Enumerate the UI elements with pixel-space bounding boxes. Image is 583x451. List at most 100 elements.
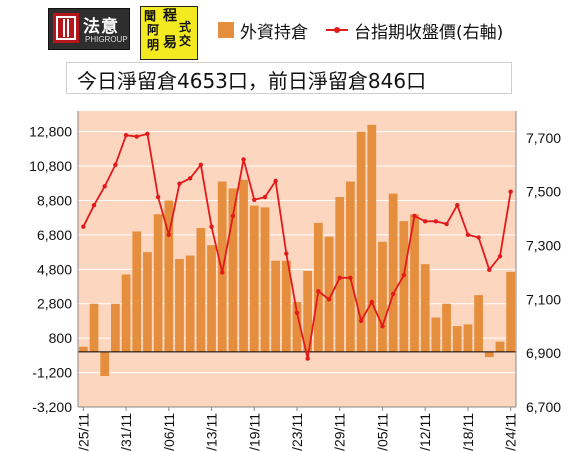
x-tick-label: 10/05/11 bbox=[374, 413, 390, 451]
price-point bbox=[422, 219, 428, 224]
bar bbox=[260, 207, 270, 352]
bar bbox=[410, 214, 419, 352]
y-right-tick-label: 6,700 bbox=[526, 399, 561, 415]
bar bbox=[271, 260, 281, 352]
bar bbox=[249, 205, 259, 352]
bar bbox=[239, 179, 248, 352]
y-right-tick-label: 7,100 bbox=[526, 291, 561, 307]
bar bbox=[484, 351, 494, 358]
price-point bbox=[123, 133, 129, 138]
y-left-tick-label: 800 bbox=[49, 330, 73, 346]
price-point bbox=[155, 194, 161, 200]
legend-bar-label: 外資持倉 bbox=[240, 23, 308, 43]
price-point bbox=[102, 184, 107, 189]
subtitle-box: 今日淨留倉4653口，前日淨留倉846口 bbox=[66, 62, 512, 94]
price-point bbox=[241, 157, 246, 162]
x-tick-label: 09/06/11 bbox=[161, 413, 177, 451]
price-point bbox=[252, 197, 257, 202]
bar bbox=[474, 295, 483, 352]
price-point bbox=[380, 324, 385, 329]
price-point bbox=[294, 310, 300, 316]
y-right-tick-label: 7,300 bbox=[526, 238, 561, 254]
price-point bbox=[433, 219, 439, 224]
bar bbox=[143, 252, 152, 352]
bar bbox=[303, 271, 313, 352]
chart-legend: 外資持倉 台指期收盤價(右軸) bbox=[218, 18, 578, 44]
bar bbox=[292, 302, 302, 352]
bar bbox=[324, 236, 334, 352]
price-point bbox=[497, 254, 503, 259]
bar bbox=[100, 351, 110, 377]
bar bbox=[185, 255, 195, 352]
logo2-char: 聞 bbox=[144, 9, 157, 23]
logo1-name: 法意 bbox=[83, 17, 119, 37]
x-tick-label: 10/24/11 bbox=[503, 413, 519, 451]
bar bbox=[463, 324, 473, 352]
price-point bbox=[262, 194, 268, 200]
y-left-tick-label: 12,800 bbox=[29, 124, 72, 140]
price-point bbox=[145, 131, 150, 137]
y-right-tick-label: 7,700 bbox=[526, 130, 561, 146]
price-point bbox=[316, 289, 321, 294]
bar bbox=[89, 303, 99, 352]
logo2-char: 程 bbox=[163, 8, 177, 24]
price-point bbox=[401, 272, 407, 278]
price-point bbox=[508, 189, 513, 194]
bar bbox=[153, 214, 163, 352]
bar bbox=[175, 259, 184, 352]
price-point bbox=[187, 176, 193, 181]
price-point bbox=[230, 213, 236, 219]
bar bbox=[388, 193, 398, 352]
logo-mark-icon bbox=[53, 13, 79, 43]
price-point bbox=[337, 275, 342, 281]
logo1-sub: PHIGROUP bbox=[85, 35, 128, 44]
logo2-char: 易 bbox=[163, 35, 177, 51]
x-tick-label: 08/25/11 bbox=[75, 413, 91, 451]
bar bbox=[78, 346, 88, 352]
price-point bbox=[220, 270, 225, 275]
price-point bbox=[134, 134, 139, 139]
bar bbox=[196, 228, 206, 352]
bar bbox=[281, 260, 291, 352]
legend-bar-swatch bbox=[218, 22, 234, 38]
price-point bbox=[91, 202, 97, 208]
y-left-tick-label: 2,800 bbox=[37, 296, 72, 312]
price-point bbox=[284, 251, 289, 256]
legend-line-marker bbox=[334, 27, 340, 33]
price-point bbox=[273, 178, 278, 184]
y-right-tick-label: 7,500 bbox=[526, 184, 561, 200]
price-point bbox=[305, 356, 310, 361]
bar bbox=[356, 131, 366, 352]
price-point bbox=[390, 291, 396, 297]
bar bbox=[207, 245, 216, 352]
price-point bbox=[348, 275, 353, 281]
y-left-tick-label: 4,800 bbox=[37, 261, 72, 277]
bar bbox=[228, 188, 238, 352]
price-point bbox=[358, 318, 364, 324]
price-point bbox=[326, 297, 332, 302]
price-point bbox=[113, 162, 118, 168]
bar bbox=[335, 197, 345, 352]
y-left-tick-label: 6,800 bbox=[37, 227, 72, 243]
program-trading-logo: 聞 程 式 阿 交 易 明 bbox=[140, 6, 198, 60]
logo2-char: 阿 bbox=[147, 23, 160, 37]
price-point bbox=[476, 235, 481, 240]
y-right-tick-label: 6,900 bbox=[526, 345, 561, 361]
x-tick-label: 09/23/11 bbox=[289, 413, 305, 451]
x-tick-label: 10/18/11 bbox=[460, 413, 476, 451]
price-point bbox=[198, 162, 204, 168]
price-point bbox=[177, 181, 182, 186]
price-point bbox=[412, 213, 417, 219]
bar bbox=[452, 326, 462, 352]
price-point bbox=[444, 221, 449, 227]
bar bbox=[495, 341, 505, 352]
legend-line-label: 台指期收盤價(右軸) bbox=[354, 23, 504, 43]
bar bbox=[399, 221, 409, 352]
price-point bbox=[465, 232, 471, 237]
price-point bbox=[487, 267, 492, 272]
logo2-char: 式 bbox=[179, 20, 192, 34]
y-left-tick-label: 8,800 bbox=[37, 192, 72, 208]
y-left-tick-label: -3,200 bbox=[32, 399, 72, 415]
x-tick-label: 08/31/11 bbox=[118, 413, 134, 451]
bar bbox=[431, 317, 441, 352]
